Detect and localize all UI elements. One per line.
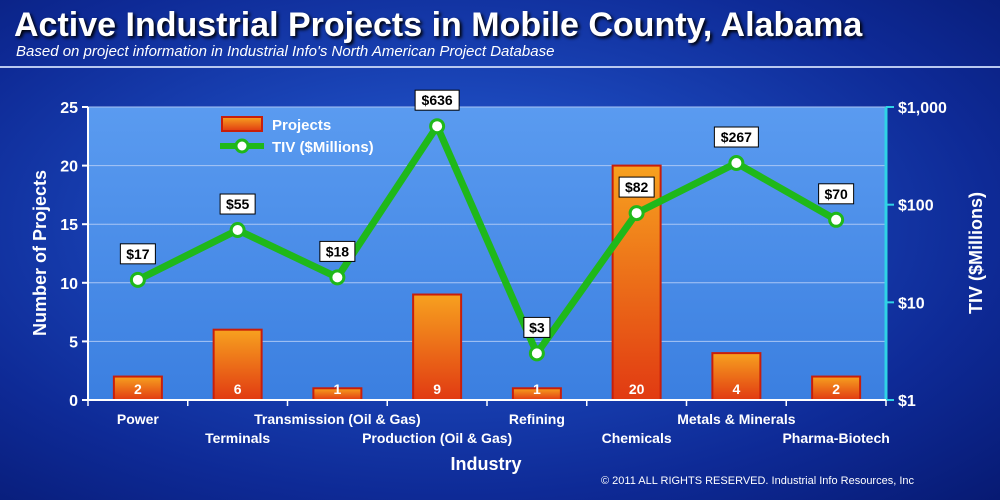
x-axis-title: Industry — [450, 454, 521, 474]
bar-value-label: 4 — [732, 381, 740, 397]
x-category-label: Metals & Minerals — [677, 411, 795, 427]
bar-value-label: 2 — [134, 381, 142, 397]
y-tick-label: 15 — [60, 217, 78, 234]
bar-value-label: 6 — [234, 381, 242, 397]
tiv-point — [628, 205, 645, 222]
bar-terminals — [212, 328, 263, 401]
bar-value-label: 1 — [533, 381, 541, 397]
tiv-value-label: $636 — [422, 92, 453, 108]
tiv-value-label: $55 — [226, 196, 250, 212]
tiv-value-label: $70 — [824, 186, 848, 202]
x-category-label: Transmission (Oil & Gas) — [254, 411, 421, 427]
tiv-label-box — [219, 193, 256, 215]
copyright-notice: © 2011 ALL RIGHTS RESERVED. Industrial I… — [601, 475, 914, 487]
tiv-point — [828, 211, 845, 228]
x-category-label: Refining — [509, 411, 565, 427]
x-category-label: Terminals — [205, 430, 270, 446]
y2-tick-label: $1,000 — [898, 100, 947, 117]
tiv-label-box — [119, 243, 156, 265]
legend-projects-swatch — [221, 116, 263, 132]
y-axis-title: Number of Projects — [30, 170, 50, 336]
x-category-label: Production (Oil & Gas) — [362, 430, 512, 446]
legend-tiv-marker — [234, 138, 250, 154]
plot-area — [87, 106, 887, 401]
y2-tick-label: $1 — [898, 393, 916, 410]
chart-title: Active Industrial Projects in Mobile Cou… — [14, 6, 863, 44]
tiv-label-box — [319, 240, 356, 262]
tiv-value-label: $18 — [326, 243, 350, 259]
bar-value-label: 2 — [832, 381, 840, 397]
tiv-point — [129, 271, 146, 288]
y-tick-label: 10 — [60, 276, 78, 293]
tiv-point — [728, 155, 745, 172]
tiv-value-label: $267 — [721, 129, 752, 145]
tiv-label-box — [523, 316, 551, 338]
y2-tick-label: $100 — [898, 198, 934, 215]
tiv-point — [429, 118, 446, 135]
y-tick-label: 20 — [60, 159, 78, 176]
tiv-value-label: $82 — [625, 179, 649, 195]
y2-tick-label: $10 — [898, 295, 925, 312]
x-category-label: Chemicals — [602, 430, 672, 446]
tiv-value-label: $17 — [126, 246, 150, 262]
legend-projects-label: Projects — [272, 117, 331, 134]
x-category-label: Power — [117, 411, 160, 427]
bar-value-label: 20 — [629, 381, 645, 397]
y-tick-label: 5 — [69, 334, 78, 351]
x-category-label: Pharma-Biotech — [782, 430, 889, 446]
tiv-label-box — [414, 89, 460, 111]
chart-subtitle: Based on project information in Industri… — [16, 43, 555, 60]
tiv-line — [136, 122, 838, 357]
tiv-label-box — [713, 126, 759, 148]
y-tick-label: 25 — [60, 100, 78, 117]
tiv-point — [329, 269, 346, 286]
bar-value-label: 1 — [333, 381, 341, 397]
tiv-label-box — [618, 176, 655, 198]
legend-tiv-label: TIV ($Millions) — [272, 139, 374, 156]
title-divider — [0, 66, 1000, 68]
tiv-label-box — [818, 183, 855, 205]
tiv-point — [229, 222, 246, 239]
tiv-point — [528, 345, 545, 362]
bar-value-label: 9 — [433, 381, 441, 397]
y2-axis-title: TIV ($Millions) — [966, 192, 986, 314]
y-tick-label: 0 — [69, 393, 78, 410]
tiv-value-label: $3 — [529, 319, 545, 335]
